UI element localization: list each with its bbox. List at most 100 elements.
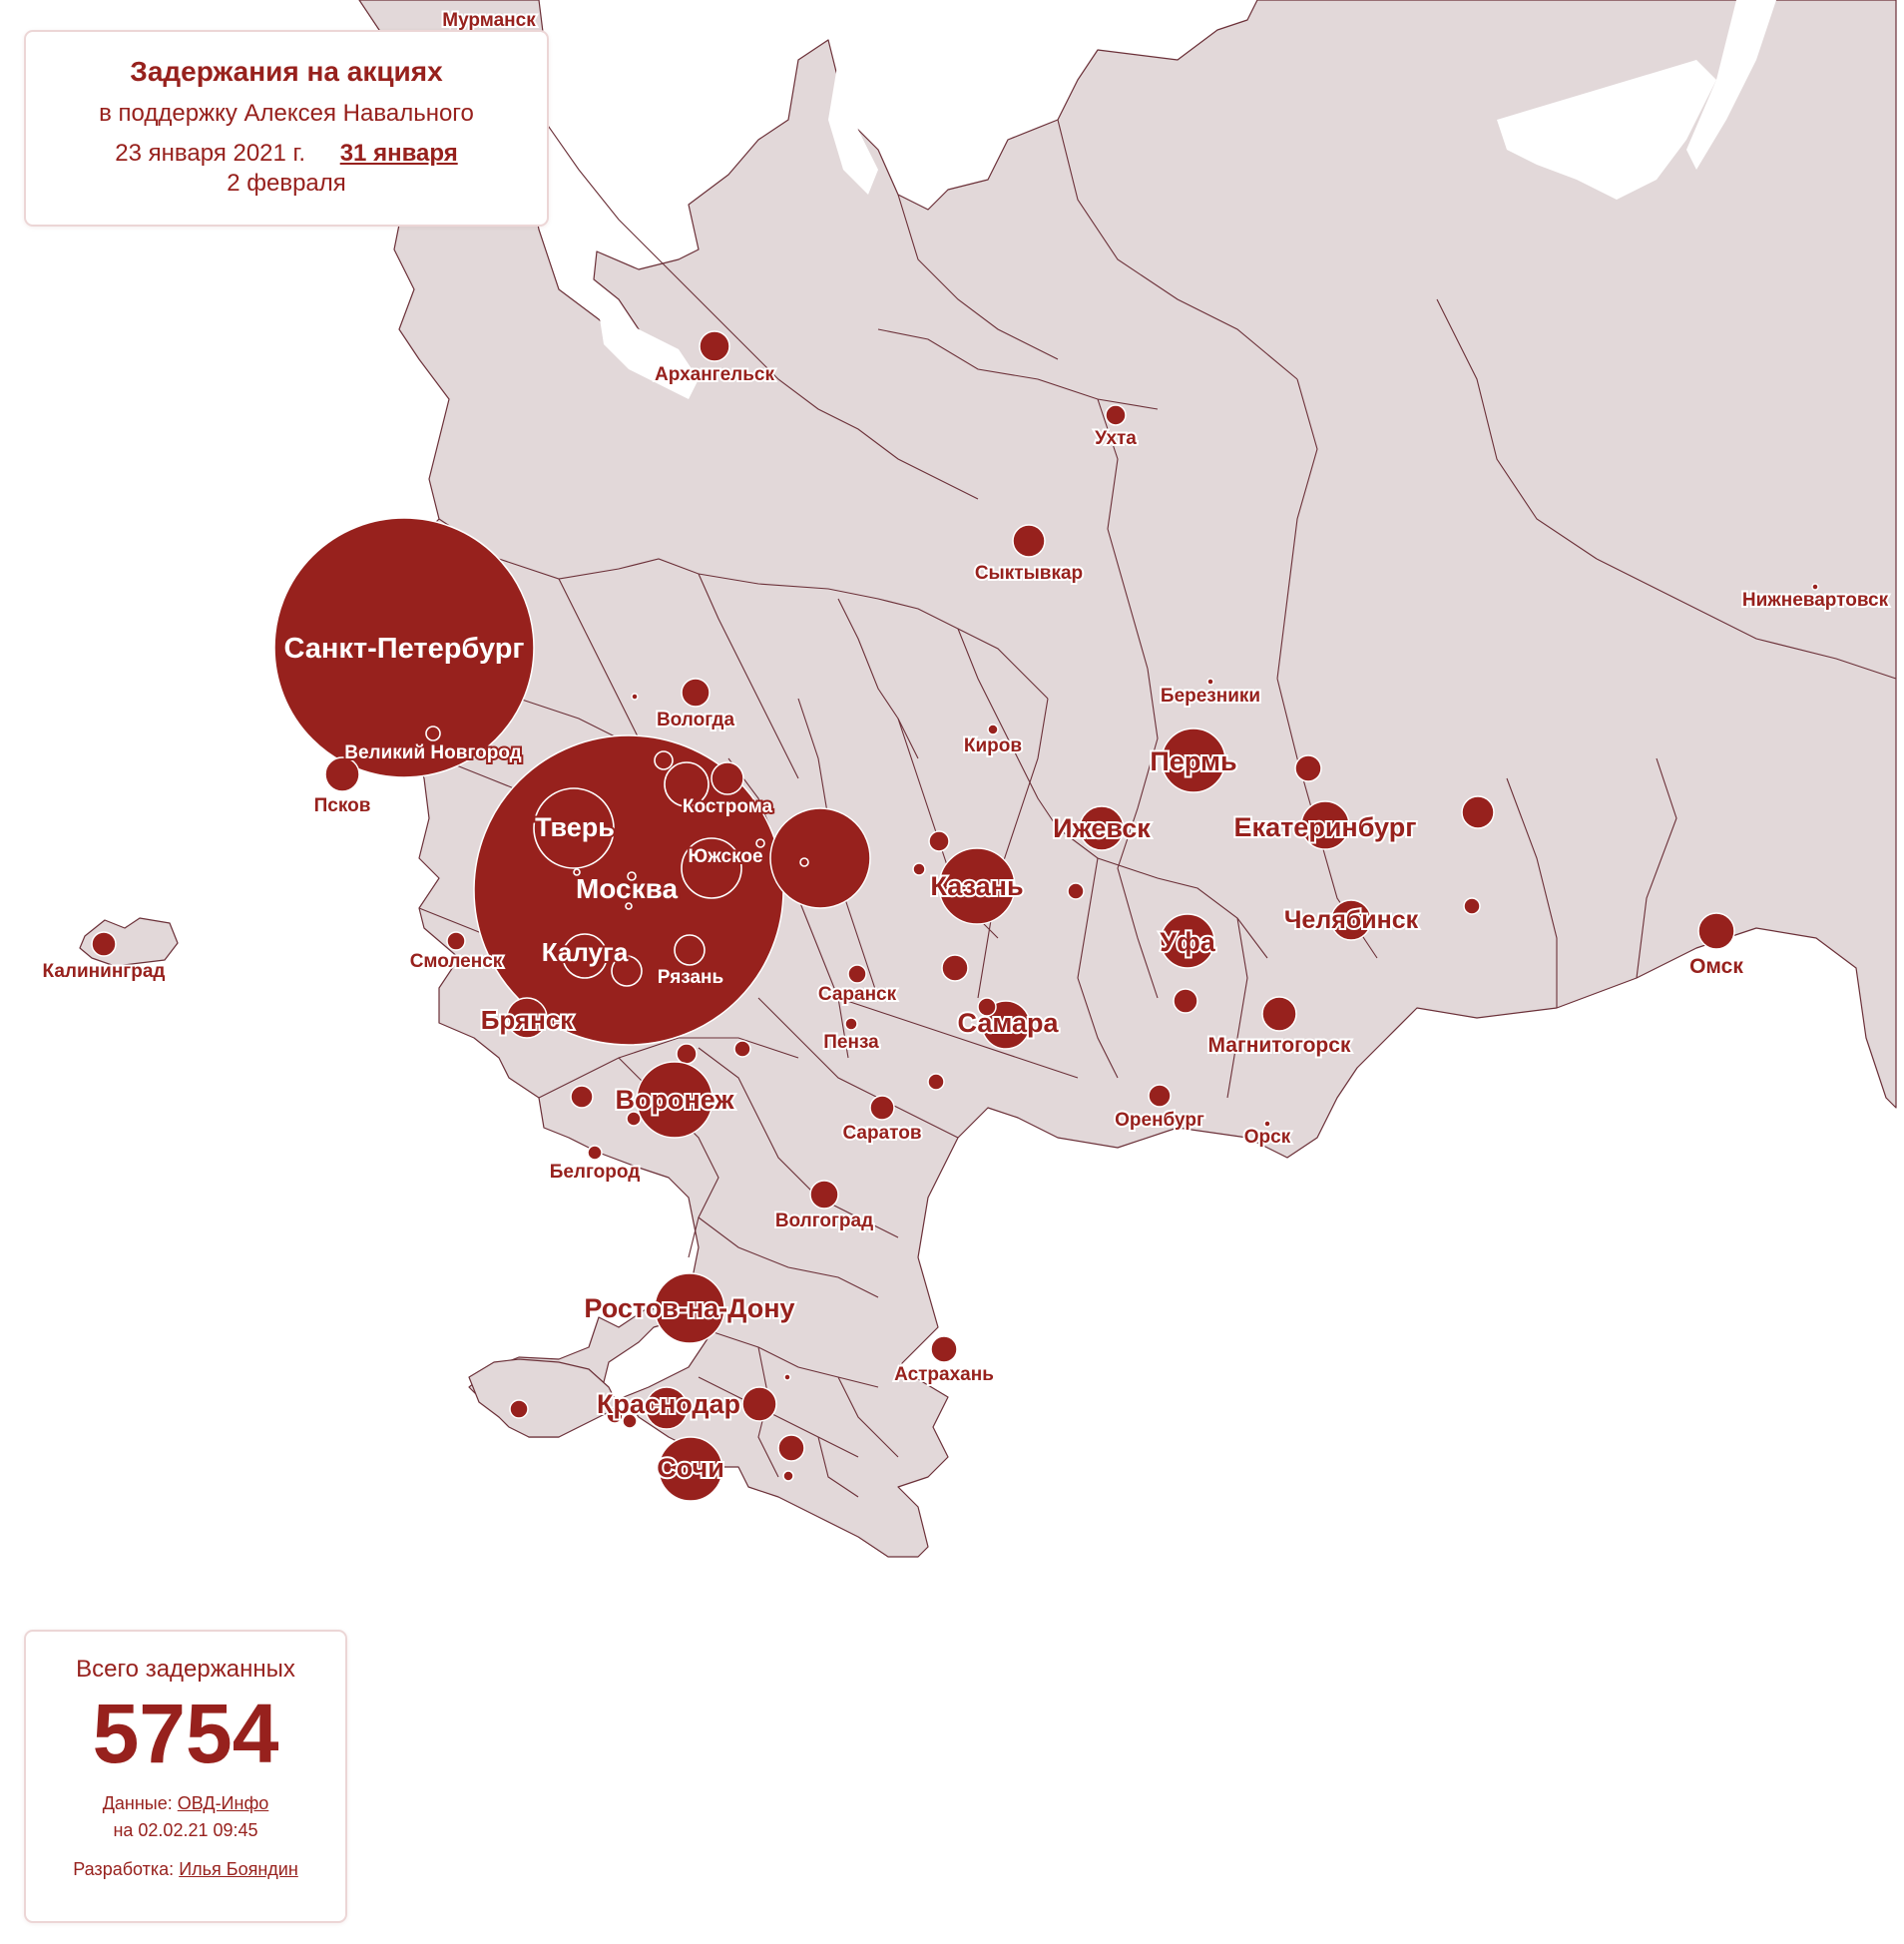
circle-chelyabinsk[interactable] [1330,899,1372,941]
circle-yuzhskoe-dot[interactable] [755,838,765,848]
circle-novorossiysk[interactable] [606,1406,624,1424]
developer-link[interactable]: Илья Бояндин [179,1859,298,1880]
circle-anapa[interactable] [622,1413,638,1429]
circle-arkhangelsk[interactable] [699,330,730,362]
circle-kazan[interactable] [938,847,1016,925]
circle-yuzhskoe[interactable] [681,837,742,899]
circle-tyumen[interactable] [1461,795,1495,829]
label-tver: Тверь [535,812,615,842]
circle-lipetsk[interactable] [733,1040,751,1058]
label-spb: Санкт-Петербург [283,633,524,665]
label-penza: Пенза [823,1032,879,1053]
label-volgograd: Волгоград [775,1211,873,1231]
label-kostroma: Кострома [683,796,773,817]
label-voronezh: Воронеж [615,1085,734,1115]
circle-ufa[interactable] [1160,913,1215,969]
circle-orsk[interactable] [1263,1120,1271,1128]
label-orenburg: Оренбург [1115,1110,1204,1131]
circle-spb[interactable] [273,517,535,778]
circle-tula[interactable] [611,955,643,987]
circle-sochi[interactable] [658,1436,723,1502]
circle-rostov[interactable] [654,1272,725,1344]
circle-kostroma-inner[interactable] [664,761,710,807]
label-astrakhan: Астрахань [894,1364,994,1385]
circle-kirov[interactable] [987,724,999,735]
city-markers[interactable] [91,330,1819,1502]
circle-moscow-dot1[interactable] [627,871,637,881]
label-murmansk: Мурманск [442,10,536,31]
circle-syktyvkar[interactable] [1012,524,1046,558]
circle-nalchik[interactable] [782,1470,794,1482]
circle-astrakhan[interactable] [930,1335,958,1363]
circle-penza[interactable] [844,1017,858,1031]
circle-tver[interactable] [533,787,615,869]
label-magnitogorsk: Магнитогорск [1208,1034,1351,1057]
circle-krasnodar[interactable] [645,1386,689,1430]
circle-bryansk[interactable] [506,997,548,1039]
circle-cherepovets[interactable] [631,693,639,701]
data-source-link[interactable]: ОВД-Инфо [177,1793,269,1814]
circle-naberezhnye[interactable] [1067,882,1085,900]
circle-velikiy-novgorod[interactable] [425,726,441,741]
circle-orel[interactable] [676,1043,698,1065]
circle-nizhnevartovsk[interactable] [1811,583,1819,591]
circle-yoshkar-ola[interactable] [912,862,926,876]
circle-volgograd[interactable] [809,1180,839,1210]
circle-voronezh[interactable] [636,1061,714,1139]
circle-berezniki[interactable] [1206,678,1214,686]
circle-engels[interactable] [927,1073,945,1091]
circle-kaliningrad[interactable] [91,931,117,957]
label-vologda: Вологда [657,710,735,730]
circle-vologda[interactable] [681,678,711,708]
label-ryazan: Рязань [658,967,723,988]
circle-nizhny-tagil[interactable] [1294,754,1322,782]
city-labels: Санкт-Петербург Москва Тверь Калуга Ряза… [41,8,1891,1485]
circle-simferopol[interactable] [509,1399,529,1419]
developer-prefix: Разработка: [73,1859,175,1880]
circle-yaroslavl[interactable] [654,750,674,770]
date-option-jan31[interactable]: 31 января [339,140,458,167]
circle-orenburg[interactable] [1148,1084,1172,1108]
title-panel: Задержания на акциях в поддержку Алексея… [24,30,549,227]
label-ukhta: Ухта [1095,428,1137,449]
gydan-bay [1686,0,1776,170]
total-panel: Всего задержанных 5754 Данные: ОВД-Инфо … [24,1630,347,1923]
circle-pyatigorsk[interactable] [777,1434,805,1462]
label-kazan: Казань [930,871,1023,901]
total-label: Всего задержанных [76,1656,295,1683]
circle-omsk[interactable] [1697,912,1735,950]
circle-ryazan[interactable] [674,934,706,966]
label-samara: Самара [958,1008,1060,1038]
circle-elista[interactable] [783,1373,791,1381]
circle-saransk[interactable] [847,964,867,984]
map-title: Задержания на акциях [130,56,443,87]
circle-perm[interactable] [1161,728,1226,793]
date-option-jan23[interactable]: 23 января 2021 г. [115,140,306,167]
circle-moscow-dot2[interactable] [625,902,633,910]
circle-kaluga[interactable] [562,933,608,979]
label-izhevsk: Ижевск [1053,813,1151,843]
circle-izhevsk[interactable] [1079,805,1125,851]
circle-tolyatti[interactable] [977,997,997,1017]
circle-stavropol[interactable] [741,1386,777,1422]
circle-smolensk[interactable] [446,931,466,951]
circle-kursk[interactable] [570,1085,594,1109]
circle-nizhny[interactable] [769,807,871,909]
circle-voronezh-small[interactable] [626,1111,642,1127]
circle-nizhny-dot[interactable] [799,857,809,867]
circle-moscow-dot3[interactable] [573,868,581,876]
circle-ukhta[interactable] [1105,404,1127,426]
circle-saratov[interactable] [869,1095,895,1121]
circle-ekaterinburg[interactable] [1300,800,1350,850]
circle-ulyanovsk[interactable] [941,954,969,982]
circle-sterlitamak[interactable] [1173,988,1198,1014]
circle-kurgan[interactable] [1463,897,1481,915]
circle-magnitogorsk[interactable] [1261,996,1297,1032]
circle-cheboksary[interactable] [928,830,950,852]
circle-pskov[interactable] [324,756,360,792]
circle-belgorod[interactable] [587,1145,603,1161]
circle-kostroma[interactable] [711,761,744,795]
date-option-feb2[interactable]: 2 февраля [227,170,346,197]
label-ekaterinburg: Екатеринбург [1234,812,1417,842]
